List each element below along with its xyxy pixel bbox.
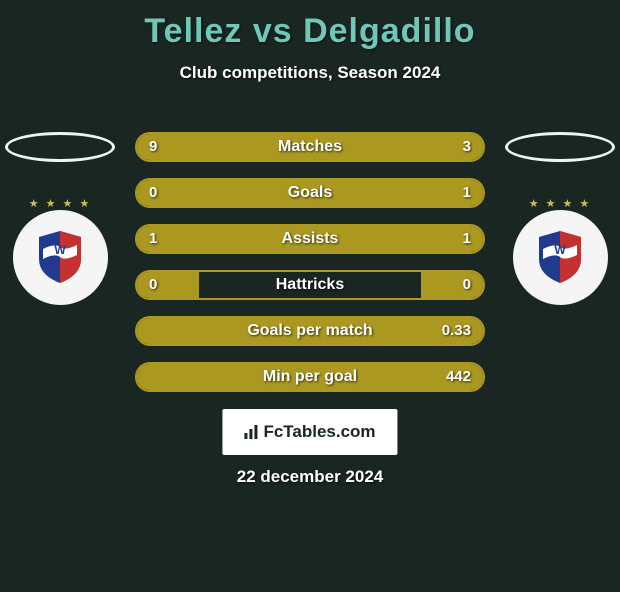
bar-fill-left	[137, 226, 310, 252]
player-right-ellipse	[505, 132, 615, 162]
bar-fill-left	[137, 272, 199, 298]
bar-fill-right	[421, 272, 483, 298]
player-left-badge: ★ ★ ★ ★ W	[10, 207, 110, 307]
stars-icon: ★ ★ ★ ★	[510, 197, 610, 210]
player-left-panel: ★ ★ ★ ★ W	[0, 132, 120, 307]
date-label: 22 december 2024	[0, 467, 620, 487]
page-subtitle: Club competitions, Season 2024	[0, 63, 620, 83]
stat-row: Hattricks00	[135, 270, 485, 300]
bar-fill-left	[137, 180, 483, 206]
bar-fill-right	[310, 226, 483, 252]
player-right-badge: ★ ★ ★ ★ W	[510, 207, 610, 307]
bar-fill-left	[137, 134, 397, 160]
stats-bars: Matches93 Goals01 Assists11 Hattricks00 Goal…	[135, 132, 485, 408]
club-shield-icon: W	[535, 229, 585, 285]
stat-row: Matches93	[135, 132, 485, 162]
stat-row: Goals01	[135, 178, 485, 208]
badge-circle: W	[513, 210, 608, 305]
source-logo: FcTables.com	[222, 409, 397, 455]
stars-icon: ★ ★ ★ ★	[10, 197, 110, 210]
svg-text:W: W	[54, 243, 66, 257]
page-title: Tellez vs Delgadillo	[0, 12, 620, 51]
player-right-panel: ★ ★ ★ ★ W	[500, 132, 620, 307]
bar-fill-left	[137, 318, 483, 344]
logo-text: FcTables.com	[263, 422, 375, 442]
badge-circle: W	[13, 210, 108, 305]
bar-fill-right	[397, 134, 484, 160]
bar-fill-left	[137, 364, 483, 390]
stat-row: Assists11	[135, 224, 485, 254]
chart-icon	[244, 425, 257, 439]
club-shield-icon: W	[35, 229, 85, 285]
svg-text:W: W	[554, 243, 566, 257]
stat-row: Min per goal442	[135, 362, 485, 392]
stat-row: Goals per match0.33	[135, 316, 485, 346]
player-left-ellipse	[5, 132, 115, 162]
